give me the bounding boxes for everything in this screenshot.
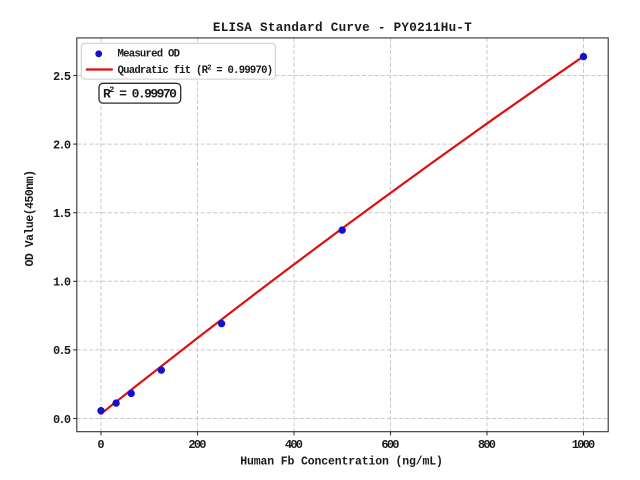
svg-text:1000: 1000 <box>572 438 595 452</box>
svg-text:Quadratic fit (R2 = 0.99970): Quadratic fit (R2 = 0.99970) <box>118 64 273 77</box>
svg-text:0.0: 0.0 <box>53 413 71 427</box>
svg-text:ELISA Standard Curve - PY0211H: ELISA Standard Curve - PY0211Hu-T <box>213 21 472 35</box>
svg-text:400: 400 <box>285 438 303 452</box>
svg-text:0: 0 <box>97 438 104 452</box>
svg-text:R2 = 0.99970: R2 = 0.99970 <box>103 85 177 102</box>
svg-text:1.0: 1.0 <box>53 276 71 290</box>
svg-text:200: 200 <box>188 438 206 452</box>
svg-text:2.0: 2.0 <box>53 138 71 152</box>
svg-text:600: 600 <box>381 438 399 452</box>
svg-text:800: 800 <box>478 438 496 452</box>
svg-text:1.5: 1.5 <box>53 207 71 221</box>
svg-text:2.5: 2.5 <box>53 70 71 84</box>
svg-text:Measured OD: Measured OD <box>118 49 180 61</box>
svg-text:OD Value(450nm): OD Value(450nm) <box>24 170 37 266</box>
svg-text:0.5: 0.5 <box>53 344 71 358</box>
svg-text:Human Fb Concentration (ng/mL): Human Fb Concentration (ng/mL) <box>240 455 443 468</box>
